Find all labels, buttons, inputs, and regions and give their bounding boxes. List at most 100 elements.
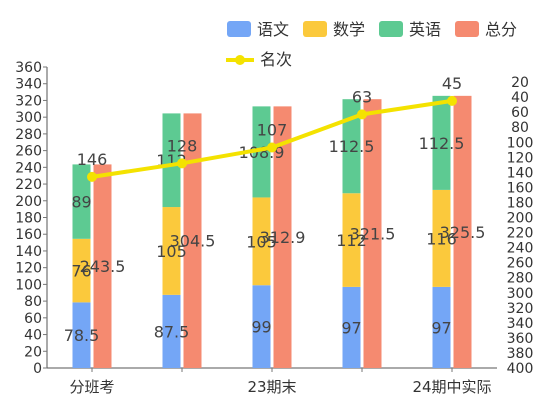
bar-total-1 [183,113,202,368]
y-right-tick-label: 160 [507,180,534,196]
y-right-tick-label: 120 [507,150,534,166]
y-left-tick-label: 0 [33,361,42,377]
y-right-tick-label: 60 [511,105,529,121]
bar-total-2 [273,106,292,369]
y-right-tick-label: 220 [507,226,534,242]
y-right-tick-label: 340 [507,316,534,332]
y-right-tick-label: 80 [511,120,529,136]
y-left-tick-label: 180 [15,211,42,227]
label-total: 325.5 [440,223,486,242]
label-语文: 78.5 [64,326,100,345]
bar-数学-4 [432,189,451,287]
label-rank: 45 [442,74,462,93]
y-left-tick-label: 340 [15,77,42,93]
y-left-tick-label: 160 [15,227,42,243]
y-right-tick-label: 360 [507,331,534,347]
bar-英语-0 [72,164,91,239]
x-tick-label: 23期末 [247,378,296,396]
y-left-tick-label: 80 [24,294,42,310]
label-total: 243.5 [80,257,126,276]
y-left-tick-label: 120 [15,261,42,277]
y-right-tick-label: 300 [507,286,534,302]
bar-语文-2 [252,285,271,368]
rank-point-0 [87,171,97,182]
y-left-tick-label: 300 [15,110,42,126]
rank-point-1 [177,158,187,169]
y-left-tick-label: 220 [15,177,42,193]
bar-total-0 [93,164,112,368]
bar-语文-0 [72,302,91,368]
rank-point-2 [267,142,277,153]
label-rank: 63 [352,87,372,106]
legend-marker-名次 [235,55,245,65]
label-数学: 116 [426,229,457,248]
y-right-tick-label: 200 [507,211,534,227]
label-total: 312.9 [260,228,306,247]
y-right-tick-label: 40 [511,90,529,106]
y-left-tick-label: 140 [15,244,42,260]
legend-label-英语: 英语 [409,20,441,39]
y-right-tick-label: 180 [507,195,534,211]
x-tick-label: 分班考 [69,378,114,396]
legend-label-名次: 名次 [260,50,292,69]
bar-数学-3 [342,193,361,287]
y-left-tick-label: 200 [15,194,42,210]
y-right-tick-label: 240 [507,241,534,257]
bar-英语-4 [432,95,451,190]
legend-label-数学: 数学 [333,20,365,39]
bar-total-3 [363,99,382,368]
label-数学: 112 [336,231,367,250]
bar-英语-3 [342,99,361,194]
legend-swatch-语文 [227,21,251,37]
x-tick-label: 24期中实际 [412,378,491,396]
label-英语: 112.5 [419,134,465,153]
label-英语: 112.5 [329,137,375,156]
bar-英语-2 [252,106,271,198]
legend-swatch-总分 [455,21,479,37]
label-数学: 105 [156,242,187,261]
y-left-tick-label: 20 [24,344,42,360]
bar-语文-4 [432,286,451,368]
label-语文: 99 [251,318,271,337]
bar-语文-1 [162,294,181,368]
y-right-tick-label: 380 [507,346,534,362]
label-语文: 87.5 [154,322,190,341]
rank-point-4 [447,95,457,106]
y-left-tick-label: 40 [24,328,42,344]
label-语文: 97 [341,318,361,337]
bar-total-4 [453,95,472,369]
y-right-tick-label: 320 [507,301,534,317]
bar-语文-3 [342,286,361,368]
y-right-tick-label: 280 [507,271,534,287]
legend-swatch-英语 [379,21,403,37]
bar-英语-1 [162,113,181,208]
y-right-tick-label: 260 [507,256,534,272]
y-right-tick-label: 140 [507,165,534,181]
y-left-tick-label: 240 [15,160,42,176]
y-left-tick-label: 100 [15,277,42,293]
label-语文: 97 [431,318,451,337]
label-rank: 128 [167,136,198,155]
label-rank: 107 [257,121,288,140]
y-left-tick-label: 60 [24,311,42,327]
y-right-tick-label: 400 [507,361,534,377]
legend-label-总分: 总分 [485,20,517,39]
bar-数学-1 [162,207,181,295]
legend-label-语文: 语文 [257,20,289,39]
label-数学: 105 [246,232,277,251]
label-英语: 89 [71,193,91,212]
y-right-tick-label: 100 [507,135,534,151]
y-left-tick-label: 280 [15,127,42,143]
bar-数学-2 [252,197,271,286]
rank-point-3 [357,109,367,120]
y-left-tick-label: 320 [15,93,42,109]
legend-swatch-数学 [303,21,327,37]
y-left-tick-label: 260 [15,144,42,160]
label-rank: 146 [77,150,108,169]
label-total: 321.5 [350,225,396,244]
bar-数学-0 [72,238,91,303]
y-right-tick-label: 20 [511,75,529,91]
label-数学: 76 [71,262,91,281]
